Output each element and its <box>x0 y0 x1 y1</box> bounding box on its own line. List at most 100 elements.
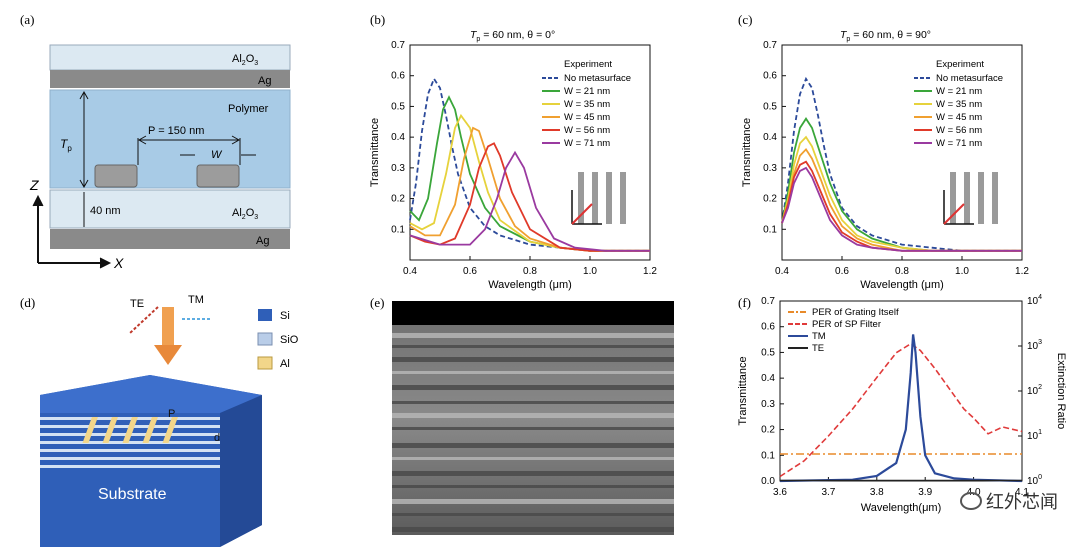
panel-c: (c) Tp = 60 nm, θ = 90° 0.4 0.6 0.8 1.0 1.2 0… <box>720 0 1060 291</box>
panel-d: (d) TE TM Si SiO Al <box>0 285 330 549</box>
device-side <box>220 395 262 547</box>
incident-beam <box>162 307 174 347</box>
legend-si-label: Si <box>280 310 290 322</box>
layer-ag-top <box>50 70 290 88</box>
legend-label: PER of SP Filter <box>812 319 881 330</box>
y2-tick-label: 102 <box>1027 384 1042 397</box>
label-ag-bottom: Ag <box>256 235 269 247</box>
y-tick-label: 0.4 <box>763 132 777 143</box>
y-tick-label: 0.3 <box>391 163 405 174</box>
legend-sio-swatch <box>257 332 273 346</box>
legend-label: W = 35 nm <box>564 99 610 110</box>
inset-grating-bar <box>992 172 998 224</box>
legend-label: TM <box>812 331 826 342</box>
sem-stripe <box>392 457 674 460</box>
chart-f: (f) 3.6 3.7 3.8 3.9 4.0 4.10.00.10.20.30.40.5… <box>737 294 1067 514</box>
series-line <box>409 142 650 252</box>
x-tick-label: 1.2 <box>1015 266 1029 277</box>
te-arrow <box>129 306 159 334</box>
series-line <box>409 150 650 252</box>
y-axis-label: Transmittance <box>369 118 381 187</box>
x-tick-label: 1.0 <box>955 266 969 277</box>
y-tick-label: 0.6 <box>763 71 777 82</box>
series-line <box>779 342 1023 478</box>
x-tick-label: 4.1 <box>1015 487 1029 498</box>
sem-stripe <box>392 413 674 418</box>
x-tick-label: 0.8 <box>895 266 909 277</box>
y-tick-label: 0.3 <box>763 163 777 174</box>
y-tick-label: 0.1 <box>761 450 775 461</box>
x-tick-label: 1.0 <box>583 266 597 277</box>
x-axis-label: Wavelength (μm) <box>860 279 944 291</box>
series-line <box>409 126 650 252</box>
inset-grating-bar <box>978 172 984 224</box>
x-axis-label: Wavelength(μm) <box>861 502 942 514</box>
legend-label: W = 56 nm <box>936 125 982 136</box>
series-line <box>781 135 1022 252</box>
metal-bar <box>94 164 138 188</box>
panel-d-label: (d) <box>20 295 35 310</box>
series-line <box>781 76 1022 252</box>
label-tm: TM <box>188 294 204 306</box>
legend-al-label: Al <box>280 358 290 370</box>
label-ag-top: Ag <box>258 75 271 87</box>
y2-tick-label: 104 <box>1027 294 1042 307</box>
x-axis-head <box>99 257 112 269</box>
chart-c: (c) Tp = 60 nm, θ = 90° 0.4 0.6 0.8 1.0 1.2 0… <box>738 12 1029 291</box>
label-polymer: Polymer <box>228 103 269 115</box>
watermark-text: 红外芯闻 <box>986 492 1058 513</box>
layer-polymer <box>49 89 291 189</box>
sem-stripe <box>392 385 674 390</box>
panel-a-label: (a) <box>20 12 34 27</box>
panel-f: (f) 3.6 3.7 3.8 3.9 4.0 4.1 0.0 0.1 0.2 0.3 0.4 0.5… <box>720 285 1070 549</box>
panel-c-label: (c) <box>738 12 752 27</box>
y2-tick-label: 101 <box>1027 429 1042 442</box>
y-tick-label: 0.2 <box>391 194 405 205</box>
panel-b: (b) Tp = 60 nm, θ = 0° 0.4 0.6 0.8 1.0 1.2 0.… <box>340 0 670 291</box>
label-al2o3-bottom: Al2O3 <box>232 207 258 221</box>
legend-sio-label: SiO <box>280 334 299 346</box>
wechat-icon <box>960 492 982 510</box>
legend-label: W = 21 nm <box>936 86 982 97</box>
legend-label: W = 35 nm <box>936 99 982 110</box>
legend-label: W = 45 nm <box>936 112 982 123</box>
x-tick-label: 0.6 <box>463 266 477 277</box>
y-tick-label: 0.1 <box>391 224 405 235</box>
chart-c-title: Tp = 60 nm, θ = 90° <box>840 29 931 43</box>
sem-stripe <box>392 443 674 448</box>
sem-stripe <box>392 471 674 476</box>
sem-stripe <box>392 499 674 504</box>
legend-label: W = 71 nm <box>564 138 610 149</box>
chart-b: (b) Tp = 60 nm, θ = 0° 0.4 0.6 0.8 1.0 1.2 0.… <box>369 12 657 291</box>
sem-stripe <box>392 401 674 404</box>
y-tick-label: 0.3 <box>761 399 775 410</box>
label-thickness: 40 nm <box>90 205 121 217</box>
y-tick-label: 0.7 <box>761 296 775 307</box>
x-tick-label: 0.4 <box>775 266 789 277</box>
label-axis-x: X <box>113 255 124 271</box>
layer-al2o3-top <box>49 44 291 71</box>
y-tick-label: 0.1 <box>763 224 777 235</box>
metal-bar <box>196 164 240 188</box>
inset-grating-bar <box>578 172 584 224</box>
inset-polarization-arrow <box>943 203 965 225</box>
y-tick-label: 0.7 <box>763 40 777 51</box>
label-axis-z: Z <box>29 177 39 193</box>
sem-stripe <box>392 371 674 374</box>
inset-grating-bar <box>964 172 970 224</box>
x-tick-label: 3.7 <box>821 487 835 498</box>
chart-b-title: Tp = 60 nm, θ = 0° <box>470 29 555 43</box>
y-axis-label: Transmittance <box>741 118 753 187</box>
y-axis-label: Transmittance <box>737 356 749 425</box>
y2-tick-label: 103 <box>1027 339 1042 352</box>
y-tick-label: 0.6 <box>391 71 405 82</box>
series-line <box>409 113 650 252</box>
legend-label: W = 21 nm <box>564 86 610 97</box>
sem-stripe <box>392 427 674 430</box>
series-line <box>409 76 650 252</box>
x-tick-label: 0.4 <box>403 266 417 277</box>
x-tick-label: 3.6 <box>773 487 787 498</box>
y-tick-label: 0.0 <box>761 476 775 487</box>
legend-label: TE <box>812 343 824 354</box>
y-tick-label: 0.5 <box>761 347 775 358</box>
